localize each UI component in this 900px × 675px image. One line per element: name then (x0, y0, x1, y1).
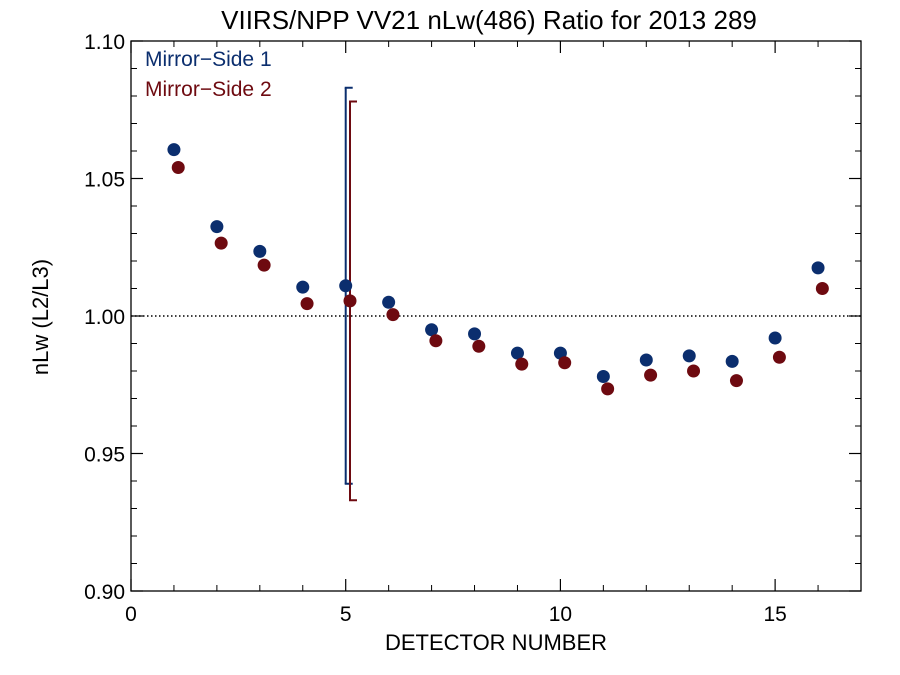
data-point-series-2 (601, 382, 615, 396)
data-point-series-2 (429, 334, 443, 348)
data-point-series-1 (210, 220, 224, 234)
data-point-series-2 (257, 258, 271, 272)
legend-entry-mirror-side-2: Mirror−Side 2 (145, 78, 272, 101)
error-bars (344, 86, 357, 502)
data-point-series-1 (725, 354, 739, 368)
x-tick-label: 0 (125, 603, 137, 626)
data-point-series-2 (729, 374, 743, 388)
data-point-series-2 (687, 364, 701, 378)
y-tick-label: 1.05 (84, 169, 125, 192)
data-point-series-2 (772, 350, 786, 364)
legend: Mirror−Side 1 Mirror−Side 2 (145, 48, 272, 101)
data-point-series-1 (768, 331, 782, 345)
data-point-series-2 (558, 356, 572, 370)
data-point-series-1 (510, 346, 524, 360)
data-point-series-2 (300, 297, 314, 311)
chart-title: VIIRS/NPP VV21 nLw(486) Ratio for 2013 2… (221, 5, 757, 35)
data-point-series-2 (472, 339, 486, 353)
data-point-series-1 (639, 353, 653, 367)
data-point-series-2 (171, 161, 185, 174)
data-point-series-2 (343, 294, 357, 308)
data-point-series-1 (682, 349, 696, 363)
x-axis-label: DETECTOR NUMBER (385, 630, 607, 655)
data-point-series-1 (339, 279, 353, 293)
data-point-series-1 (811, 261, 825, 275)
data-point-series-2 (815, 282, 829, 295)
data-point-series-1 (382, 295, 396, 309)
y-tick-label: 0.90 (84, 581, 125, 604)
y-tick-label: 1.00 (84, 306, 125, 329)
legend-entry-mirror-side-1: Mirror−Side 1 (145, 48, 272, 71)
data-point-series-1 (296, 280, 310, 294)
y-axis-label: nLw (L2/L3) (28, 259, 53, 375)
data-point-series-2 (386, 308, 400, 322)
data-point-series-1 (596, 370, 610, 383)
x-tick-label: 10 (549, 603, 572, 626)
y-tick-label: 0.95 (84, 444, 125, 467)
axis-ticks: 0 5 10 15 0.90 0.95 1.00 1.05 1.10 (84, 31, 862, 626)
plot-frame (130, 40, 862, 592)
data-point-series-2 (214, 236, 228, 250)
data-point-series-2 (644, 368, 658, 382)
data-point-series-1 (167, 143, 181, 157)
data-point-series-2 (515, 357, 529, 371)
x-tick-label: 5 (340, 603, 352, 626)
data-points (167, 143, 829, 396)
data-point-series-1 (425, 323, 439, 337)
y-tick-label: 1.10 (84, 31, 125, 54)
data-point-series-1 (253, 244, 267, 258)
data-point-series-1 (468, 327, 482, 341)
x-tick-label: 15 (763, 603, 786, 626)
